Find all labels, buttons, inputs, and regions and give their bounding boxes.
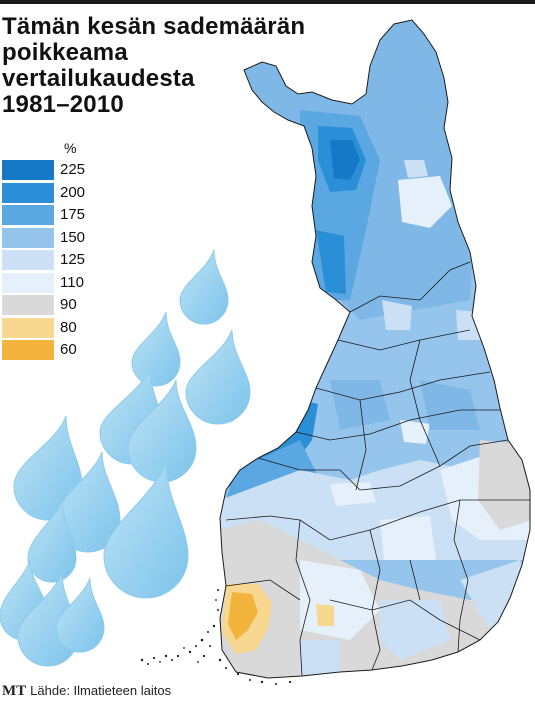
raindrop	[55, 451, 121, 553]
raindrop	[179, 249, 229, 325]
legend-swatch	[2, 182, 54, 203]
raindrop	[185, 329, 251, 425]
title-line-2: poikkeama	[2, 39, 128, 66]
legend-swatch	[2, 340, 54, 360]
legend-label: 150	[60, 228, 86, 246]
top-rule	[0, 0, 535, 4]
source-text: Lähde: Ilmatieteen laitos	[30, 683, 172, 698]
mt-logo: MT	[2, 683, 27, 699]
raindrop	[13, 415, 83, 521]
legend-label: 80	[60, 318, 77, 336]
archipelago-islands	[140, 589, 292, 685]
legend-item: 150	[2, 226, 122, 248]
legend-item: 80	[2, 316, 122, 338]
legend-swatch	[2, 227, 54, 248]
legend-swatch	[2, 160, 54, 180]
raindrops-decoration	[0, 249, 251, 667]
legend-label: 110	[60, 273, 84, 291]
legend-label: 125	[60, 251, 86, 268]
raindrop	[55, 577, 105, 653]
legend-swatch	[2, 295, 54, 315]
title-line-3: vertailukaudesta	[2, 65, 195, 92]
legend-swatch	[2, 317, 54, 338]
legend-label: 200	[60, 183, 86, 201]
legend-swatch	[2, 205, 54, 225]
raindrop	[103, 461, 189, 599]
legend-item: 125	[2, 248, 122, 270]
legend-swatch	[2, 250, 54, 270]
legend-label: 175	[60, 206, 86, 223]
legend-unit: %	[64, 140, 77, 156]
legend-label: 60	[60, 341, 77, 358]
legend-label: 90	[60, 296, 77, 313]
legend-item: 200	[2, 181, 122, 203]
region-borders	[219, 19, 531, 679]
raindrop	[27, 499, 77, 583]
legend-item: 225	[2, 158, 122, 180]
page-title: Tämän kesän sademäärän poikkeama vertail…	[2, 14, 332, 118]
legend-swatch	[2, 272, 54, 293]
legend-label: 225	[60, 161, 86, 178]
legend-item: 110	[2, 271, 122, 293]
legend-item: 90	[2, 293, 122, 315]
raindrop	[131, 311, 181, 387]
title-line-1: Tämän kesän sademäärän	[2, 13, 306, 40]
legend-item: 175	[2, 203, 122, 225]
title-line-4: 1981–2010	[2, 91, 124, 118]
legend-item: 60	[2, 338, 122, 360]
source-line: MT Lähde: Ilmatieteen laitos	[2, 683, 171, 700]
